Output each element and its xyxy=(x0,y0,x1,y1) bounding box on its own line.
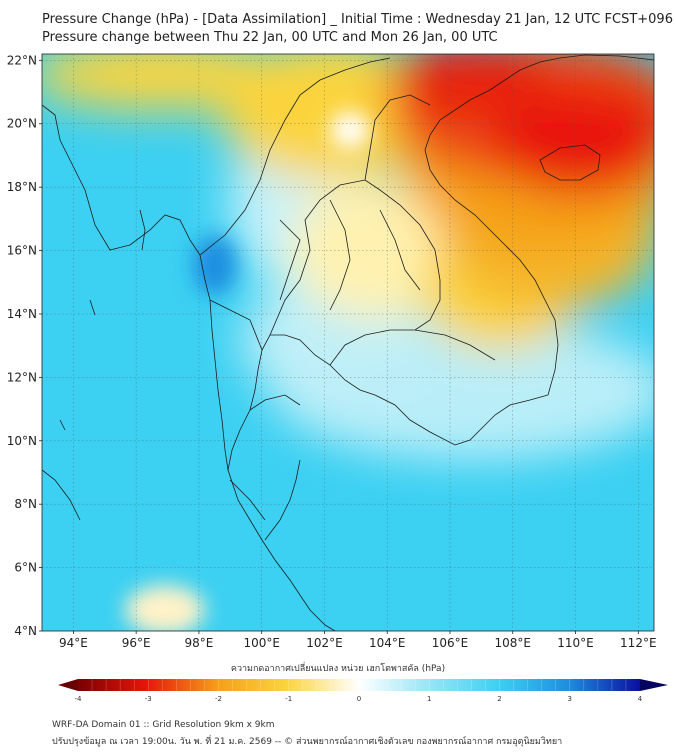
map-title-line-1: Pressure Change (hPa) - [Data Assimilati… xyxy=(42,12,673,27)
colorbar-caption: ความกดอากาศเปลี่ยนแปลง หน่วย เฮกโตพาสคัล… xyxy=(230,664,446,674)
colorbar-extend-low xyxy=(58,679,78,691)
lat-label: 6°N xyxy=(14,561,37,575)
colorbar-scale xyxy=(78,679,640,691)
map-frame xyxy=(41,53,655,632)
lon-label: 100°E xyxy=(243,636,280,650)
lon-label: 104°E xyxy=(369,636,406,650)
coastlines-and-borders xyxy=(42,54,654,631)
colorbar-tick-label: -3 xyxy=(145,695,152,703)
pressure-field xyxy=(42,54,654,631)
lon-label: 112°E xyxy=(620,636,657,650)
lon-label: 102°E xyxy=(306,636,343,650)
colorbar-tick-label: 4 xyxy=(638,695,643,703)
colorbar-tick-label: 0 xyxy=(357,695,361,703)
colorbar: -4 -3 -2 -1 0 1 2 3 4 xyxy=(58,679,668,703)
lat-label: 22°N xyxy=(7,53,37,67)
lat-label: 20°N xyxy=(7,117,37,131)
lat-label: 4°N xyxy=(14,624,37,638)
lon-label: 94°E xyxy=(59,636,88,650)
lat-label: 10°N xyxy=(7,434,37,448)
lon-label: 98°E xyxy=(184,636,213,650)
lon-label: 106°E xyxy=(432,636,469,650)
lat-label: 16°N xyxy=(7,244,37,258)
lat-label: 8°N xyxy=(14,497,37,511)
map-title-line-2: Pressure change between Thu 22 Jan, 00 U… xyxy=(42,30,498,45)
colorbar-tick-label: 2 xyxy=(497,695,501,703)
longitude-labels: 94°E 96°E 98°E 100°E 102°E 104°E 106°E 108°E 110… xyxy=(59,631,657,650)
lat-label: 18°N xyxy=(7,180,37,194)
graticule xyxy=(42,54,654,632)
colorbar-tick-label: 3 xyxy=(568,695,572,703)
colorbar-tick-label: -4 xyxy=(75,695,83,703)
lon-label: 96°E xyxy=(122,636,151,650)
lat-label: 14°N xyxy=(7,307,37,321)
footer-update-credit: ปรับปรุงข้อมูล ณ เวลา 19:00น. วัน พ. ที่… xyxy=(52,737,563,747)
lat-label: 12°N xyxy=(7,370,37,384)
colorbar-ticks: -4 -3 -2 -1 0 1 2 3 4 xyxy=(75,679,643,703)
colorbar-tick-label: 1 xyxy=(427,695,431,703)
colorbar-tick-label: -2 xyxy=(215,695,222,703)
footer-model-info: WRF-DA Domain 01 :: Grid Resolution 9km … xyxy=(52,720,275,730)
latitude-labels: 22°N 20°N 18°N 16°N 14°N 12°N 10°N 8°N 6°N 4°N xyxy=(7,53,42,638)
colorbar-tick-label: -1 xyxy=(285,695,292,703)
lon-label: 108°E xyxy=(495,636,532,650)
pressure-change-map: 22°N 20°N 18°N 16°N 14°N 12°N 10°N 8°N 6°N 4°N 94… xyxy=(7,53,657,650)
lon-label: 110°E xyxy=(557,636,594,650)
colorbar-extend-high xyxy=(640,679,668,691)
